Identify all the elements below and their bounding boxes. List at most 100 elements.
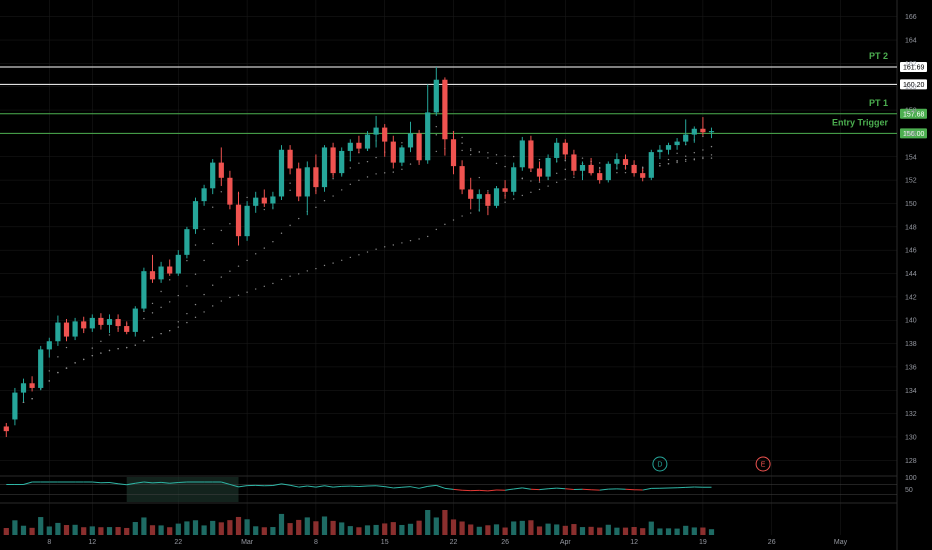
candle-up[interactable] (72, 321, 78, 337)
candle-up[interactable] (175, 254, 181, 274)
candle-down[interactable] (330, 147, 336, 174)
candle-down[interactable] (571, 154, 577, 171)
candle-down[interactable] (29, 383, 35, 388)
candle-up[interactable] (184, 229, 190, 255)
ma-dot (478, 151, 480, 153)
candle-down[interactable] (227, 177, 233, 205)
candle-down[interactable] (287, 149, 293, 169)
rsi-line-segment (548, 487, 557, 490)
candle-up[interactable] (433, 79, 439, 113)
candle-down[interactable] (700, 128, 706, 133)
candle-up[interactable] (201, 188, 207, 202)
candle-down[interactable] (416, 133, 422, 161)
candle-up[interactable] (270, 196, 276, 204)
candle-up[interactable] (278, 149, 285, 197)
candle-down[interactable] (597, 173, 603, 181)
candle-up[interactable] (614, 159, 620, 164)
candle-up[interactable] (253, 197, 259, 206)
candle-down[interactable] (115, 319, 121, 327)
time-axis[interactable]: 8 12 22 Mar 8 15 22 26 Apr 12 19 26 May (47, 539, 847, 546)
volume-bar (270, 527, 276, 535)
candle-down[interactable] (296, 168, 302, 197)
candle-down[interactable] (124, 326, 130, 332)
candle-up[interactable] (605, 163, 611, 181)
candle-up[interactable] (648, 152, 654, 178)
candle-up[interactable] (38, 349, 44, 388)
candle-up[interactable] (304, 167, 310, 197)
candle-down[interactable] (149, 271, 156, 280)
candle-down[interactable] (450, 139, 457, 167)
candle-down[interactable] (588, 164, 594, 174)
candle-up[interactable] (192, 201, 199, 230)
candle-up[interactable] (493, 188, 500, 206)
candle-up[interactable] (132, 308, 138, 332)
ma-dot (229, 223, 231, 225)
candle-down[interactable] (536, 168, 543, 177)
candle-up[interactable] (691, 128, 697, 135)
candle-down[interactable] (3, 426, 9, 432)
candle-down[interactable] (167, 266, 173, 274)
candle-down[interactable] (218, 162, 224, 178)
candle-up[interactable] (210, 162, 216, 189)
candle-up[interactable] (339, 150, 345, 174)
candle-up[interactable] (657, 149, 663, 153)
candle-up[interactable] (55, 322, 61, 342)
candle-down[interactable] (468, 189, 474, 199)
candle-up[interactable] (425, 112, 431, 161)
dividend-marker[interactable] (652, 456, 668, 472)
candle-up[interactable] (20, 383, 27, 393)
candle-down[interactable] (81, 321, 87, 329)
candle-up[interactable] (511, 167, 517, 192)
rsi-line-segment (178, 481, 187, 484)
candle-down[interactable] (390, 141, 396, 163)
ma-dot (203, 259, 205, 262)
candle-up[interactable] (89, 317, 95, 329)
candle-down[interactable] (261, 197, 267, 204)
candle-up[interactable] (46, 341, 52, 350)
volume-bar (700, 527, 706, 535)
candle-down[interactable] (382, 127, 388, 142)
candle-down[interactable] (631, 164, 637, 174)
earnings-marker[interactable] (755, 456, 771, 472)
volume-bar (468, 524, 474, 535)
candle-up[interactable] (519, 140, 525, 168)
candle-up[interactable] (674, 141, 680, 146)
candle-up[interactable] (373, 127, 379, 135)
candle-up[interactable] (407, 133, 414, 148)
candle-up[interactable] (554, 142, 560, 158)
candle-down[interactable] (485, 194, 491, 206)
candle-down[interactable] (502, 188, 508, 192)
candle-up[interactable] (321, 147, 328, 188)
candle-down[interactable] (63, 322, 70, 337)
candle-up[interactable] (12, 392, 18, 420)
candle-up[interactable] (141, 271, 147, 309)
candle-up[interactable] (476, 194, 482, 199)
candle-up[interactable] (347, 142, 353, 151)
candle-down[interactable] (442, 79, 448, 140)
candle-up[interactable] (364, 134, 371, 149)
candle-up[interactable] (399, 147, 405, 163)
candle-up[interactable] (665, 145, 672, 150)
candle-down[interactable] (459, 166, 465, 190)
candle-up[interactable] (158, 266, 164, 280)
candle-up[interactable] (106, 319, 113, 325)
price-axis[interactable]: 128 130 132 134 136 138 140 142 144 146 148 150 152 1… (905, 14, 917, 465)
candle-up[interactable] (708, 131, 715, 133)
candle-up[interactable] (683, 134, 689, 142)
candle-down[interactable] (562, 142, 568, 155)
candle-up[interactable] (244, 205, 250, 237)
rsi-pane[interactable]: 100 50 (0, 475, 917, 502)
candle-down[interactable] (98, 317, 104, 325)
candle-down[interactable] (622, 159, 629, 165)
candle-up[interactable] (545, 157, 551, 177)
candle-down[interactable] (313, 167, 319, 188)
candle-down[interactable] (235, 204, 242, 237)
candle-down[interactable] (528, 140, 534, 169)
volume-bar (683, 525, 689, 535)
candlestick-series[interactable] (3, 66, 715, 437)
candle-up[interactable] (579, 164, 586, 171)
candle-down[interactable] (356, 142, 362, 149)
candle-down[interactable] (640, 173, 646, 178)
